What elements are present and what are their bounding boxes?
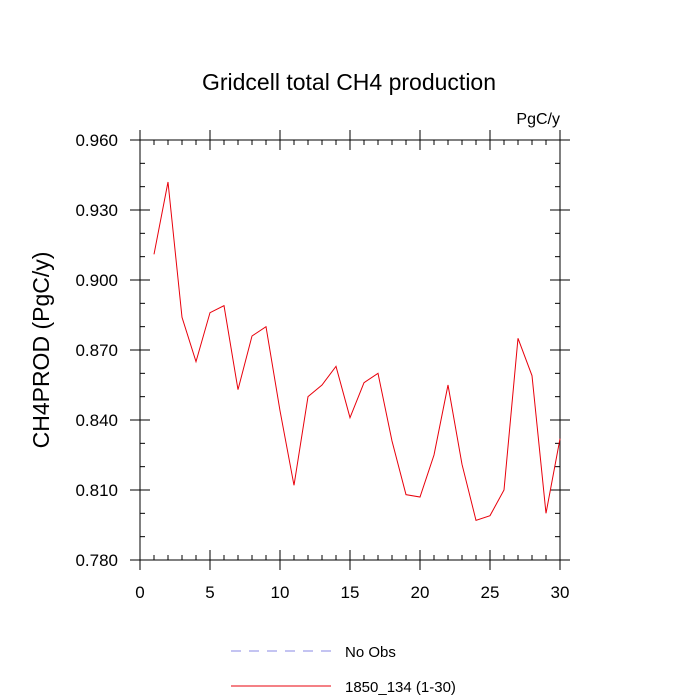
plot-area-border <box>139 139 561 561</box>
x-tick-label: 20 <box>411 583 430 602</box>
legend-label-1850-134: 1850_134 (1-30) <box>345 679 456 696</box>
y-tick-label: 0.960 <box>75 131 118 150</box>
y-tick-label: 0.900 <box>75 271 118 290</box>
y-tick-label: 0.780 <box>75 551 118 570</box>
axis-tick-labels: 0 5 10 15 20 25 30 0.780 0.810 0.840 0.870 0.900 0.9… <box>75 131 569 602</box>
x-tick-label: 30 <box>551 583 570 602</box>
y-axis-label: CH4PROD (PgC/y) <box>28 252 54 449</box>
x-tick-label: 0 <box>135 583 144 602</box>
legend: No Obs 1850_134 (1-30) <box>231 644 456 696</box>
x-tick-label: 10 <box>271 583 290 602</box>
y-tick-label: 0.930 <box>75 201 118 220</box>
y-tick-label: 0.810 <box>75 481 118 500</box>
axis-ticks <box>130 130 570 570</box>
units-label: PgC/y <box>516 111 560 128</box>
x-tick-label: 5 <box>205 583 214 602</box>
series-layer <box>153 181 561 521</box>
legend-label-no-obs: No Obs <box>345 644 396 661</box>
plot-frame <box>139 139 561 561</box>
y-tick-label: 0.840 <box>75 411 118 430</box>
series-line-1 <box>153 181 561 521</box>
x-tick-label: 15 <box>341 583 360 602</box>
x-tick-label: 25 <box>481 583 500 602</box>
chart-title: Gridcell total CH4 production <box>202 69 496 95</box>
y-tick-label: 0.870 <box>75 341 118 360</box>
